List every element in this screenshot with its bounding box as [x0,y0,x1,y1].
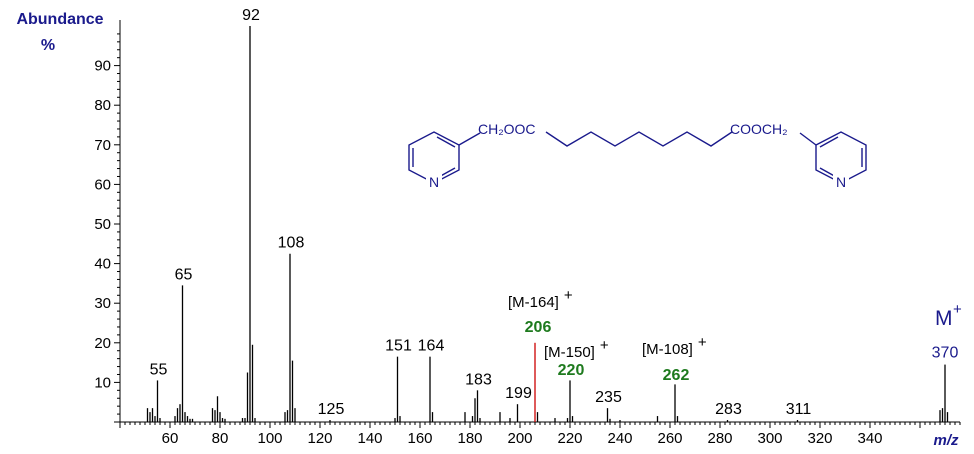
peak-label-151: 151 [385,338,412,355]
peak-label-311: 311 [786,401,812,418]
y-tick-label: 90 [94,58,111,75]
y-tick-label: 20 [94,335,111,352]
molecular-ion-mass: 370 [932,345,959,362]
fragment-formula: [M-108] [642,341,693,358]
peak-label-65: 65 [175,266,193,283]
x-tick-label: 200 [507,430,532,447]
fragment-charge: + [564,287,573,304]
x-tick-label: 220 [557,430,582,447]
x-tick-label: 340 [857,430,882,447]
chemical-structure: N CH₂OOC COOCH₂ N [408,121,867,190]
peak-labels: 55 65 92 108 125 151 164 183 199 235 283 311 [150,7,812,418]
x-tick-label: 180 [457,430,482,447]
y-tick-label: 50 [94,216,111,233]
x-tick-label: 160 [407,430,432,447]
y-ticks: 10 20 30 40 50 60 70 80 90 [94,33,120,423]
fragment-labels: [M-164] +206 [M-150] +220 [M-108] +262 [508,287,707,384]
x-tick-label: 240 [607,430,632,447]
peak-label-283: 283 [715,401,742,418]
peak-label-92: 92 [242,7,260,24]
y-tick-label: 70 [94,137,111,154]
x-tick-label: 60 [162,430,179,447]
fragment-charge: + [600,337,609,354]
peak-label-235: 235 [595,389,622,406]
y-axis-title-line2: % [41,37,55,54]
right-ring-n-mask [833,174,849,190]
x-tick-label: 100 [257,430,282,447]
molecular-ion-charge: + [953,301,962,318]
fragment-charge: + [698,334,707,351]
right-pyridine-ring [815,131,867,184]
peak-label-164: 164 [418,338,445,355]
x-tick-label: 280 [707,430,732,447]
fragment-formula: [M-150] [544,344,595,361]
right-ring-double-bond-2 [819,136,839,148]
y-tick-label: 30 [94,295,111,312]
left-ring-nitrogen: N [429,174,439,190]
x-tick-label: 260 [657,430,682,447]
peak-label-55: 55 [150,361,168,378]
left-ring-to-ch2-bond [458,132,481,146]
y-tick-label: 60 [94,176,111,193]
x-tick-label: 120 [307,430,332,447]
methylene-chain [545,131,733,147]
left-ring-n-mask [426,174,442,190]
x-tick-label: 140 [357,430,382,447]
peak-label-199: 199 [505,385,532,402]
fragment-formula: [M-164] [508,294,559,311]
x-ticks: 60 80 100 120 140 160 180 200 220 240 260 280 300 320… [119,422,961,447]
peak-label-108: 108 [278,235,305,252]
y-tick-label: 10 [94,374,111,391]
y-tick-label: 80 [94,97,111,114]
x-tick-label: 80 [212,430,229,447]
axes [119,20,960,423]
left-ester-group: CH₂OOC [478,121,536,137]
fragment-mass: 206 [525,319,552,336]
left-pyridine-ring [408,131,460,184]
left-ring-double-bond-2 [436,136,456,148]
y-tick-label: 40 [94,256,111,273]
molecular-ion-label: M +370 [932,301,962,362]
fragment-262: [M-108] +262 [642,334,707,384]
x-axis-title: m/z [933,432,959,449]
fragment-mass: 220 [558,362,585,379]
fragment-220: [M-150] +220 [544,337,609,379]
spectrum-peaks [146,26,949,422]
fragment-mass: 262 [663,367,690,384]
fragment-206: [M-164] +206 [508,287,573,336]
x-tick-label: 300 [757,430,782,447]
right-ester-group: COOCH₂ [730,121,788,137]
peak-label-125: 125 [318,401,345,418]
y-axis-title-line1: Abundance [16,11,103,28]
x-tick-label: 320 [807,430,832,447]
peak-label-183: 183 [465,371,492,388]
right-ring-nitrogen: N [836,174,846,190]
molecular-ion-symbol: M [935,307,953,330]
right-ch2-to-ring-bond [799,132,817,146]
